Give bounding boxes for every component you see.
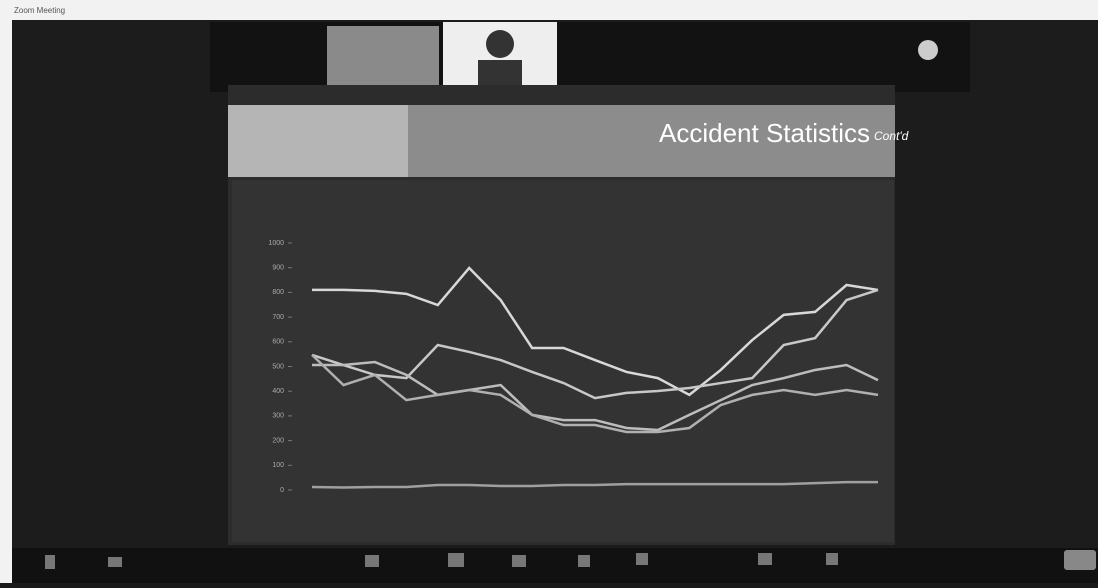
left-edge (0, 20, 12, 583)
avatar[interactable] (918, 40, 938, 60)
y-tick-label: 1000 (268, 240, 284, 247)
slide-subtitle: Cont'd (874, 129, 909, 143)
y-tick-label: 400 (272, 388, 284, 395)
window-title: Zoom Meeting (14, 6, 65, 15)
reactions-icon[interactable] (636, 553, 648, 565)
apps-icon[interactable] (826, 553, 838, 565)
zoom-window: Zoom Meeting Accident Statistics Cont'd … (0, 0, 1098, 583)
title-bar (0, 0, 1098, 20)
video-icon[interactable] (108, 557, 122, 567)
participant-body (478, 60, 522, 88)
record-icon[interactable] (578, 555, 590, 567)
y-tick-label: 300 (272, 413, 284, 420)
y-tick-label: 200 (272, 437, 284, 444)
y-tick-label: 700 (272, 314, 284, 321)
video-tile[interactable] (327, 26, 439, 88)
participants-icon[interactable] (365, 555, 379, 567)
y-tick-label: 900 (272, 265, 284, 272)
participant-strip (210, 22, 970, 92)
chat-icon[interactable] (448, 553, 464, 567)
toolbar (12, 548, 1098, 583)
page: Zoom Meeting Accident Statistics Cont'd … (0, 0, 1098, 583)
share-icon[interactable] (512, 555, 526, 567)
header-image (228, 105, 408, 177)
participant-head (486, 30, 514, 58)
y-tick-label: 800 (272, 289, 284, 296)
end-button[interactable] (1064, 550, 1096, 570)
slide-title: Accident Statistics (659, 118, 870, 148)
y-tick-label: 100 (272, 462, 284, 469)
y-tick-label: 500 (272, 363, 284, 370)
y-tick-label: 600 (272, 339, 284, 346)
whiteboard-icon[interactable] (758, 553, 772, 565)
y-tick-label: 0 (280, 487, 284, 494)
mute-icon[interactable] (45, 555, 55, 569)
